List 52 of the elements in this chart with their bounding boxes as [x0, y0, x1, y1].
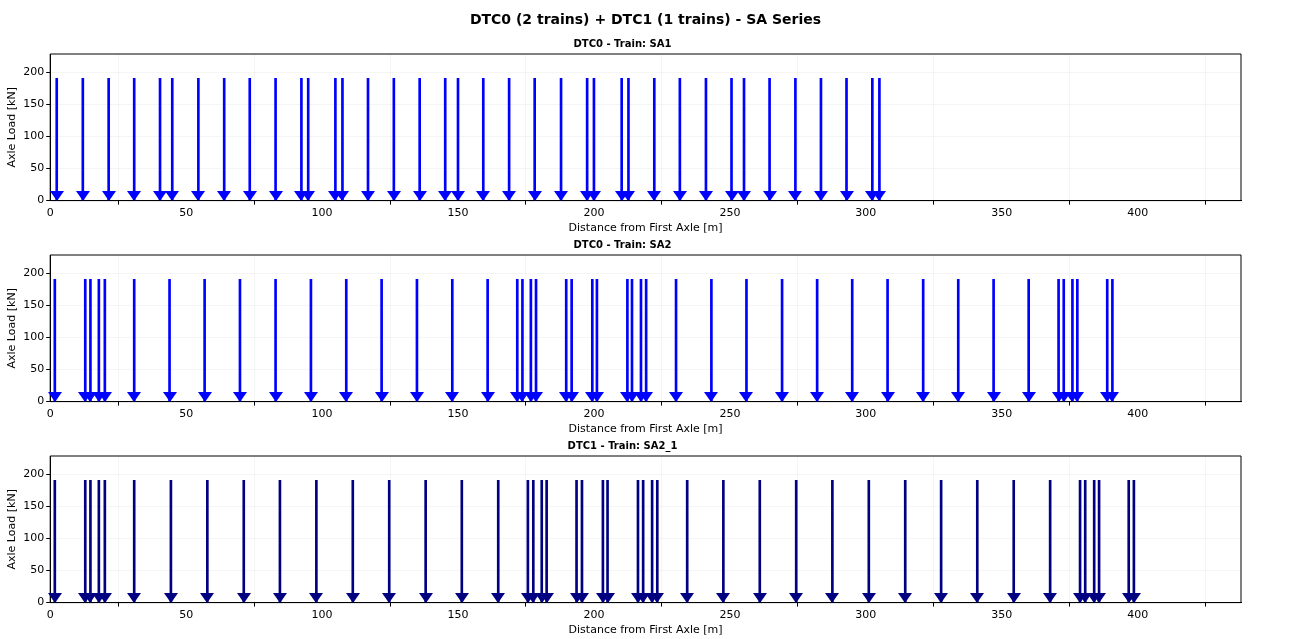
- chart-title: DTC0 (2 trains) + DTC1 (1 trains) - SA Series: [468, 10, 823, 29]
- x-tick-label: 300: [855, 608, 877, 622]
- x-tick-label: 250: [719, 608, 741, 622]
- y-tick-label: 200: [23, 64, 45, 78]
- x-tick-label: 150: [447, 407, 469, 421]
- y-tick-label: 150: [23, 298, 45, 312]
- y-tick-label: 100: [23, 330, 45, 344]
- chart-title: DTC0 - Train: SA2: [573, 238, 672, 250]
- x-tick-label: 250: [719, 206, 741, 220]
- y-tick-label: 0: [37, 595, 45, 609]
- y-axis-title: Axle Load [kN]: [5, 489, 19, 570]
- x-axis-title: Distance from First Axle [m]: [568, 221, 723, 235]
- chart-title: DTC1 - Train: SA2_1: [567, 439, 678, 452]
- y-tick-label: 100: [23, 129, 45, 143]
- x-tick-label: 350: [991, 407, 1013, 421]
- y-tick-label: 50: [30, 563, 45, 577]
- x-tick-label: 350: [991, 608, 1013, 622]
- x-tick-label: 400: [1127, 608, 1149, 622]
- x-axis-title: Distance from First Axle [m]: [568, 623, 723, 637]
- x-tick-label: 300: [855, 407, 877, 421]
- x-tick-label: 400: [1127, 407, 1149, 421]
- y-tick-label: 50: [30, 362, 45, 376]
- x-tick-label: 400: [1127, 206, 1149, 220]
- x-tick-label: 150: [447, 206, 469, 220]
- y-tick-label: 0: [37, 193, 45, 207]
- x-tick-label: 50: [179, 206, 194, 220]
- x-tick-label: 200: [583, 407, 605, 421]
- y-tick-label: 50: [30, 161, 45, 175]
- chart-subtitle: DTC0 - Train: SA1: [573, 37, 672, 49]
- x-tick-label: 0: [46, 608, 54, 622]
- x-tick-label: 0: [46, 407, 54, 421]
- y-tick-label: 100: [23, 531, 45, 545]
- x-tick-label: 100: [311, 206, 333, 220]
- x-tick-label: 300: [855, 206, 877, 220]
- x-tick-label: 350: [991, 206, 1013, 220]
- y-tick-label: 200: [23, 466, 45, 480]
- y-tick-label: 200: [23, 265, 45, 279]
- x-tick-label: 50: [179, 407, 194, 421]
- x-tick-label: 50: [179, 608, 194, 622]
- y-tick-label: 150: [23, 499, 45, 513]
- x-tick-label: 200: [583, 206, 605, 220]
- x-axis-title: Distance from First Axle [m]: [568, 422, 723, 436]
- y-tick-label: 0: [37, 394, 45, 408]
- y-tick-label: 150: [23, 97, 45, 111]
- y-axis-title: Axle Load [kN]: [5, 288, 19, 369]
- x-tick-label: 250: [719, 407, 741, 421]
- x-tick-label: 200: [583, 608, 605, 622]
- x-tick-label: 100: [311, 407, 333, 421]
- x-tick-label: 100: [311, 608, 333, 622]
- y-axis-title: Axle Load [kN]: [5, 87, 19, 168]
- x-tick-label: 0: [46, 206, 54, 220]
- x-tick-label: 150: [447, 608, 469, 622]
